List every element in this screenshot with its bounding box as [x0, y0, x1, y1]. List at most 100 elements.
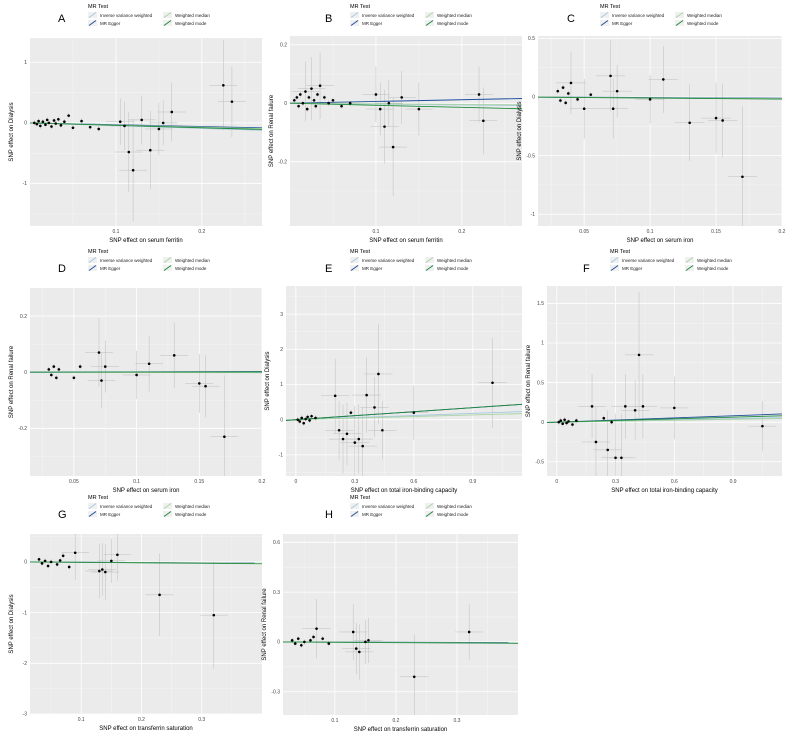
data-point: [381, 429, 384, 432]
data-point: [48, 368, 51, 371]
legend-key-2: MR Egger: [350, 265, 383, 271]
x-tick-label: 0.1: [78, 717, 85, 723]
data-point: [308, 419, 311, 422]
panel-label-H: H: [325, 509, 333, 521]
data-point: [44, 123, 47, 126]
data-point: [375, 93, 378, 96]
legend-key-2: MR Egger: [610, 265, 643, 271]
data-point: [297, 418, 300, 421]
data-point: [327, 102, 330, 105]
y-axis-title: SNP effect on Dialysis: [265, 351, 271, 410]
data-point: [564, 102, 567, 105]
data-point: [116, 553, 119, 556]
y-tick-label: 0.5: [528, 36, 535, 42]
data-point: [614, 456, 617, 459]
data-point: [306, 416, 309, 419]
legend-label: Weighted mode: [687, 21, 719, 26]
legend-title: MR Test: [610, 249, 631, 255]
legend-key-4: Weighted mode: [685, 265, 729, 271]
data-point: [306, 108, 309, 111]
data-point: [327, 642, 330, 645]
data-point: [413, 411, 416, 414]
legend-title: MR Test: [600, 4, 621, 10]
data-point: [104, 365, 107, 368]
x-tick-label: 0: [294, 479, 297, 485]
legend-label: Inverse variance weighted: [612, 13, 665, 18]
data-point: [89, 126, 92, 129]
data-point: [33, 122, 36, 125]
legend-label: Weighted mode: [175, 266, 207, 271]
data-point: [355, 647, 358, 650]
y-tick-label: 0: [24, 121, 27, 127]
data-point: [44, 560, 47, 563]
data-point: [304, 90, 307, 93]
panel-label-C: C: [567, 13, 575, 25]
data-point: [294, 642, 297, 645]
data-point: [638, 354, 641, 357]
y-tick-label: 1: [541, 341, 544, 347]
legend-title: MR Test: [350, 495, 371, 501]
y-tick-label: 0.5: [537, 380, 544, 386]
data-point: [53, 365, 56, 368]
data-point: [68, 566, 71, 569]
data-point: [346, 432, 349, 435]
data-point: [50, 561, 53, 564]
data-point: [128, 151, 131, 154]
data-point: [556, 90, 559, 93]
data-point: [575, 419, 578, 422]
y-tick-label: 0: [541, 420, 544, 426]
legend-key-2: MR Egger: [350, 511, 383, 517]
data-point: [478, 93, 481, 96]
data-point: [688, 121, 691, 124]
legend-label: MR Egger: [362, 512, 383, 517]
y-tick-label: -0.2: [18, 426, 27, 432]
legend-title: MR Test: [88, 495, 109, 501]
data-point: [98, 570, 101, 573]
y-tick-label: -0.3: [271, 689, 280, 695]
data-point: [50, 374, 53, 377]
legend-label: Weighted median: [437, 504, 472, 509]
data-point: [349, 102, 352, 105]
x-axis-title: SNP effect on serum ferritin: [369, 238, 442, 244]
legend-label: MR Egger: [100, 21, 121, 26]
data-point: [741, 175, 744, 178]
x-axis-title: SNP effect on total iron-binding capacit…: [611, 488, 718, 494]
legend-label: Inverse variance weighted: [100, 13, 153, 18]
plot-area: [538, 36, 782, 226]
x-tick-label: 0.3: [351, 479, 358, 485]
legend-key-1: Inverse variance weighted: [88, 257, 153, 263]
y-tick-label: -1: [279, 453, 284, 459]
legend-key-2: MR Egger: [350, 20, 383, 26]
x-tick-label: 0.2: [458, 229, 465, 235]
data-point: [609, 75, 612, 78]
data-point: [304, 418, 307, 421]
y-axis-title: SNP effect on Dialysis: [517, 101, 523, 160]
y-axis-title: SNP effect on Dialysis: [9, 102, 15, 161]
x-tick-label: 0.2: [392, 718, 399, 724]
data-point: [57, 118, 60, 121]
data-point: [673, 407, 676, 410]
data-point: [571, 423, 574, 426]
data-point: [212, 614, 215, 617]
legend-title: MR Test: [350, 4, 371, 10]
data-point: [42, 120, 45, 123]
data-point: [354, 441, 357, 444]
y-tick-label: -0.5: [526, 153, 535, 159]
data-point: [308, 96, 311, 99]
legend-label: Weighted median: [175, 13, 210, 18]
legend-key-3: Weighted median: [425, 503, 472, 509]
x-axis-title: SNP effect on serum iron: [627, 238, 694, 244]
x-tick-label: 0.2: [198, 229, 205, 235]
panel-label-A: A: [58, 13, 66, 25]
data-point: [561, 422, 564, 425]
x-axis-title: SNP effect on transferrin saturation: [354, 727, 448, 732]
legend-label: MR Egger: [100, 266, 121, 271]
data-point: [67, 114, 70, 117]
data-point: [98, 351, 101, 354]
panel-label-G: G: [58, 509, 67, 521]
x-axis-title: SNP effect on serum ferritin: [109, 238, 182, 244]
